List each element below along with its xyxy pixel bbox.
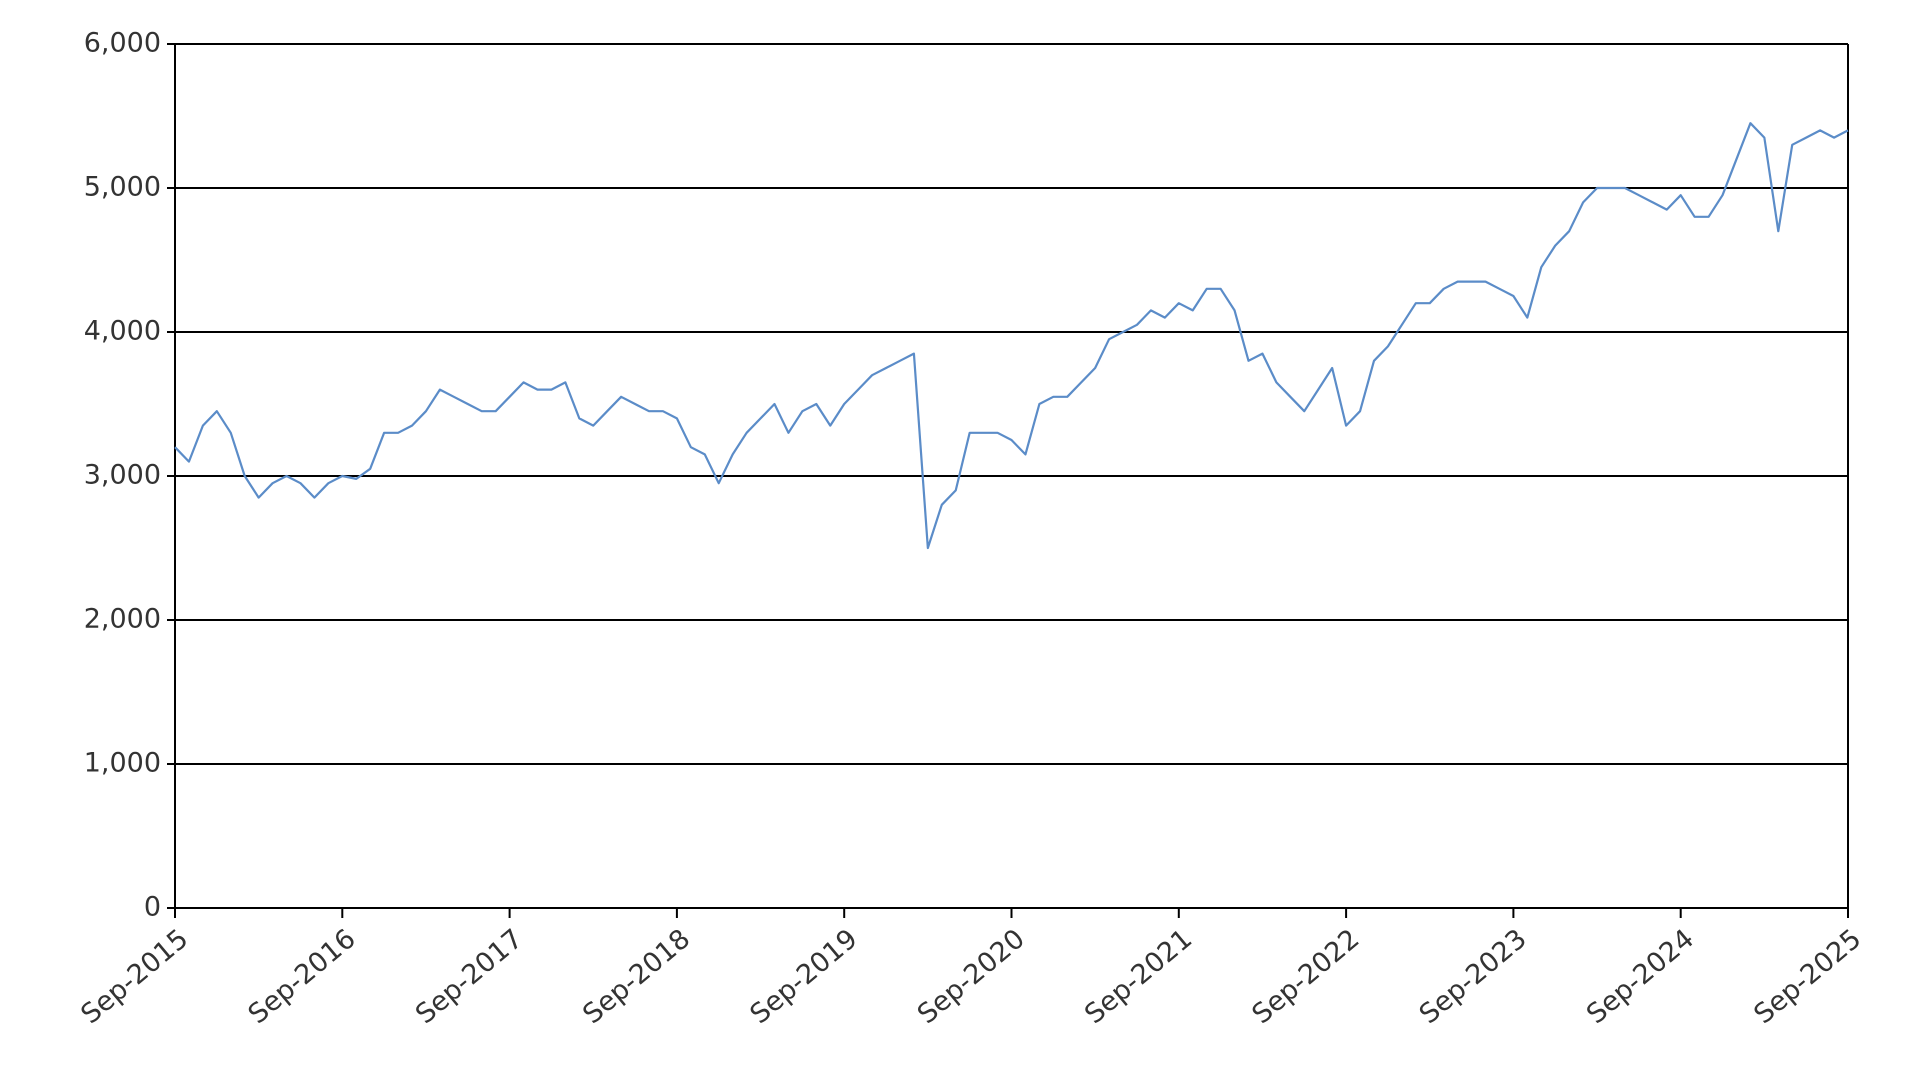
y-tick-label: 5,000	[84, 172, 161, 203]
x-tick-label: Sep-2020	[912, 923, 1031, 1030]
x-tick-label: Sep-2018	[577, 923, 696, 1030]
y-tick-label: 2,000	[84, 604, 161, 635]
x-tick-label: Sep-2023	[1414, 923, 1533, 1030]
x-tick-label: Sep-2025	[1748, 923, 1867, 1030]
y-tick-label: 6,000	[84, 28, 161, 59]
x-tick-label: Sep-2019	[744, 923, 863, 1030]
y-tick-label: 1,000	[84, 748, 161, 779]
x-tick-label: Sep-2015	[75, 923, 194, 1030]
x-tick-label: Sep-2017	[410, 923, 529, 1030]
y-tick-label: 0	[144, 892, 161, 923]
x-tick-label: Sep-2022	[1246, 923, 1365, 1030]
line-series	[174, 122, 1849, 550]
x-tick-label: Sep-2016	[243, 923, 362, 1030]
y-tick-label: 3,000	[84, 460, 161, 491]
x-tick-label: Sep-2021	[1079, 923, 1198, 1030]
y-tick-label: 4,000	[84, 316, 161, 347]
x-tick-label: Sep-2024	[1581, 923, 1700, 1030]
